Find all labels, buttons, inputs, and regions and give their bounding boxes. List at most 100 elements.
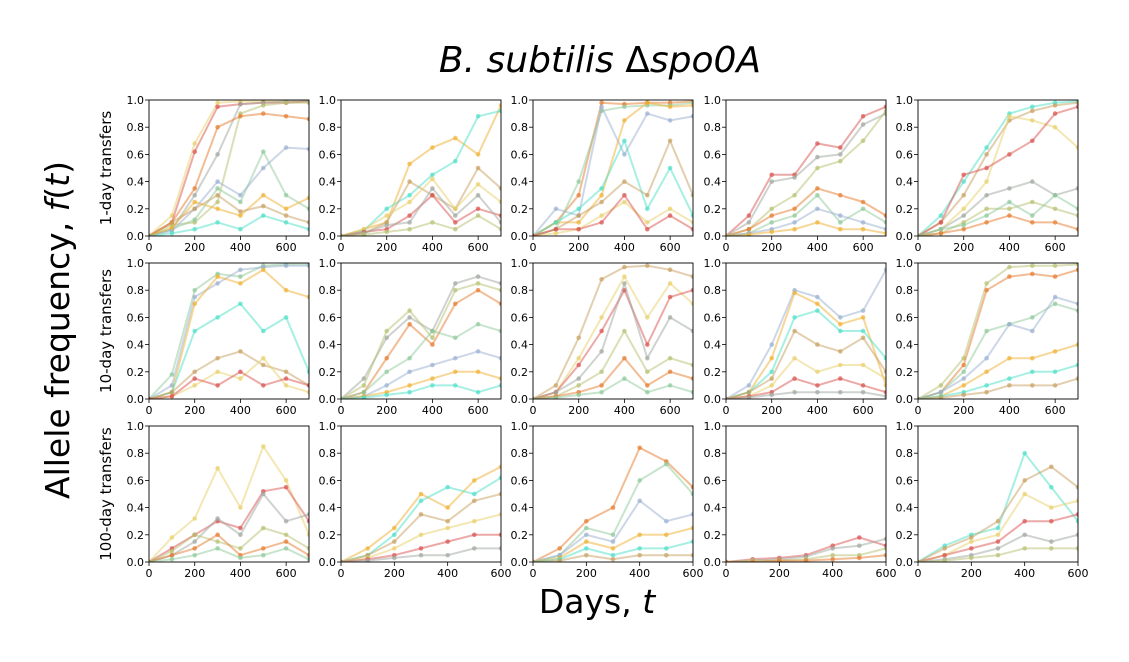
data-point — [261, 355, 266, 361]
x-tick-label: 0 — [338, 567, 345, 580]
data-point — [283, 478, 289, 483]
data-point — [557, 546, 562, 551]
data-point — [746, 232, 752, 236]
data-point — [498, 103, 501, 108]
data-point — [169, 225, 175, 231]
panel-plot-area — [149, 263, 309, 399]
data-point — [1052, 349, 1058, 354]
series-line — [533, 105, 693, 236]
panel-frame — [917, 99, 1079, 237]
data-point — [498, 199, 501, 205]
panel-frame — [725, 262, 887, 400]
x-tick-label: 0 — [530, 404, 537, 417]
y-tick-label: 0.4 — [704, 339, 722, 352]
series-line — [918, 268, 1078, 399]
data-point — [792, 290, 797, 296]
data-point — [553, 206, 559, 212]
data-point — [610, 552, 616, 558]
y-tick-label: 1.0 — [511, 257, 529, 270]
data-point — [238, 281, 243, 286]
panel-r2-c0: 0 200 400 600 0.0 0.2 0.4 0.6 0.8 1.0 — [127, 420, 310, 580]
data-point — [690, 226, 693, 232]
data-point — [283, 287, 289, 293]
data-point — [430, 220, 435, 225]
data-point — [942, 546, 947, 551]
data-point — [407, 213, 412, 218]
data-point — [306, 116, 309, 122]
data-point — [690, 192, 693, 198]
data-point — [645, 226, 650, 232]
y-tick-label: 0.0 — [704, 393, 722, 406]
data-point — [261, 362, 266, 368]
data-point — [969, 535, 974, 540]
data-point — [1022, 478, 1027, 483]
data-point — [498, 491, 501, 497]
data-point — [418, 546, 424, 551]
x-tick-label: 600 — [468, 241, 489, 254]
data-point — [576, 192, 581, 198]
data-point — [1030, 220, 1035, 225]
data-point — [407, 321, 412, 327]
data-point — [690, 512, 693, 517]
data-point — [283, 100, 289, 105]
series-line — [726, 391, 886, 399]
data-point — [860, 362, 866, 368]
x-tick-label: 600 — [660, 404, 681, 417]
data-point — [883, 226, 886, 232]
data-point — [576, 335, 581, 341]
data-point — [584, 525, 589, 531]
panel-plot-area — [149, 444, 309, 562]
data-point — [815, 389, 820, 395]
data-point — [815, 192, 820, 198]
data-point — [1022, 546, 1027, 551]
data-point — [769, 179, 774, 184]
data-point — [1052, 369, 1058, 375]
data-point — [1075, 532, 1078, 538]
data-point — [576, 376, 581, 381]
y-tick-label: 0.0 — [319, 393, 337, 406]
data-point — [622, 355, 627, 361]
series-line — [918, 364, 1078, 399]
data-point — [938, 389, 944, 395]
data-point — [261, 552, 266, 558]
data-point — [610, 539, 616, 544]
data-point — [769, 342, 774, 347]
data-point — [149, 396, 152, 399]
y-tick-label: 0.0 — [511, 393, 529, 406]
data-point — [599, 186, 604, 191]
series-line — [149, 214, 309, 236]
data-point — [453, 301, 458, 307]
x-tick-label: 600 — [276, 567, 297, 580]
panel-r1-c0: 0 200 400 600 0.0 0.2 0.4 0.6 0.8 1.0 — [127, 257, 310, 417]
y-tick-label: 0.4 — [704, 502, 722, 515]
data-point — [961, 362, 966, 368]
data-point — [392, 546, 397, 551]
y-tick-label: 1.0 — [127, 94, 145, 107]
data-point — [1052, 206, 1058, 212]
series-line — [341, 323, 501, 399]
series-line — [918, 296, 1078, 399]
series-line — [149, 350, 309, 399]
data-point — [1075, 263, 1078, 267]
data-point — [1030, 199, 1035, 205]
data-point — [576, 392, 581, 398]
data-point — [622, 199, 627, 205]
data-point — [726, 233, 729, 236]
data-point — [1007, 199, 1012, 205]
data-point — [553, 383, 559, 388]
data-point — [792, 315, 797, 320]
data-point — [576, 362, 581, 368]
data-point — [645, 220, 650, 225]
panel-plot-area — [918, 100, 1078, 236]
data-point — [407, 308, 412, 313]
data-point — [192, 199, 197, 205]
panel-r1-c4: 0 200 400 600 0.0 0.2 0.4 0.6 0.8 1.0 — [896, 257, 1079, 417]
data-point — [283, 114, 289, 119]
data-point — [365, 546, 371, 551]
x-tick-label: 200 — [761, 404, 782, 417]
x-tick-label: 200 — [384, 567, 405, 580]
data-point — [283, 484, 289, 490]
data-point — [283, 518, 289, 524]
x-tick-label: 0 — [146, 567, 153, 580]
x-tick-label: 200 — [568, 404, 589, 417]
